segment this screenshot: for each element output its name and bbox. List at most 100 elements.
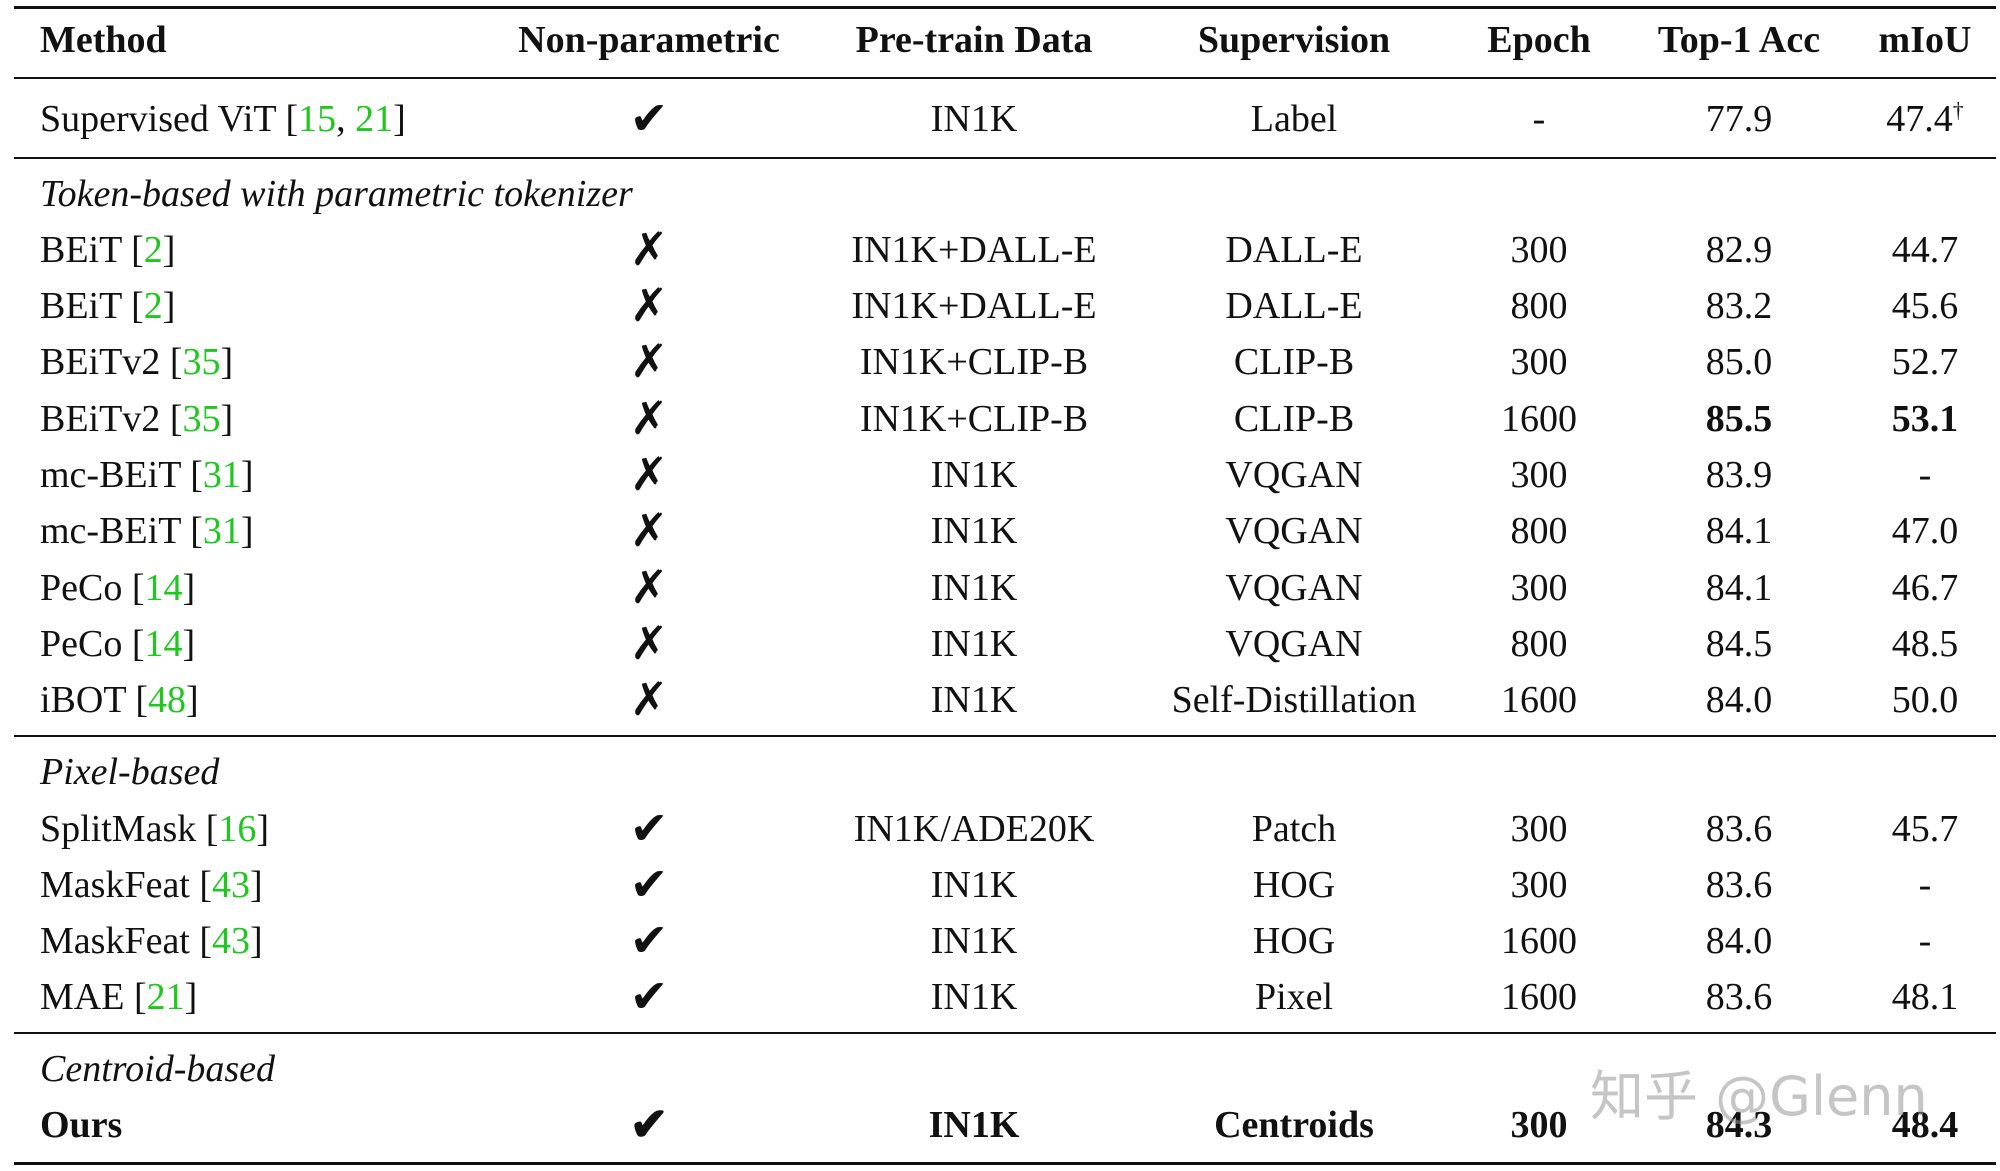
method-name: mc-BEiT [40, 510, 181, 552]
method-name: BEiT [40, 285, 122, 327]
supervision-cell: VQGAN [1225, 623, 1363, 665]
pretrain-data-cell: IN1K [930, 864, 1018, 906]
method-name: MAE [40, 976, 125, 1018]
table-row: MAE [21] ✔ IN1K Pixel 1600 83.6 48.1 [14, 969, 1996, 1025]
top1-cell: 83.2 [1705, 285, 1773, 327]
supervision-cell: Pixel [1254, 976, 1334, 1018]
method-name: PeCo [40, 623, 123, 665]
miou-cell: 48.4 [1891, 1104, 1959, 1146]
table-top-rule [14, 6, 1996, 9]
pretrain-data-cell: IN1K [930, 679, 1018, 721]
method-cell: Supervised ViT [15, 21] [40, 98, 406, 140]
pretrain-data-cell: IN1K [930, 623, 1018, 665]
top1-cell: 84.0 [1705, 679, 1773, 721]
method-cell: SplitMask [16] [40, 808, 270, 850]
epoch-cell: 300 [1510, 341, 1568, 383]
citation-link[interactable]: 15 [298, 98, 337, 140]
cross-icon: ✗ [629, 505, 669, 556]
cross-icon: ✗ [629, 562, 669, 613]
supervision-cell: DALL-E [1225, 285, 1363, 327]
supervision-cell: CLIP-B [1233, 341, 1355, 383]
citation-link[interactable]: 31 [202, 454, 241, 496]
checkmark-icon: ✔ [629, 1099, 669, 1150]
citation-link[interactable]: 43 [212, 920, 251, 962]
citation-link[interactable]: 16 [218, 808, 257, 850]
miou-cell: 45.7 [1891, 808, 1959, 850]
epoch-cell: 300 [1510, 864, 1568, 906]
table-row: mc-BEiT [31] ✗ IN1K VQGAN 300 83.9 - [14, 447, 1996, 503]
epoch-cell: 800 [1510, 510, 1568, 552]
method-cell: BEiTv2 [35] [40, 398, 234, 440]
method-cell: BEiT [2] [40, 285, 176, 327]
citation-link[interactable]: 43 [212, 864, 251, 906]
method-cell: BEiT [2] [40, 229, 176, 271]
method-cell: MAE [21] [40, 976, 198, 1018]
top1-cell: 84.0 [1705, 920, 1773, 962]
top1-cell: 82.9 [1705, 229, 1773, 271]
epoch-cell: 1600 [1501, 398, 1577, 440]
miou-cell: 50.0 [1891, 679, 1959, 721]
table-row: PeCo [14] ✗ IN1K VQGAN 300 84.1 46.7 [14, 560, 1996, 616]
pretrain-data-cell: IN1K [930, 510, 1018, 552]
top1-cell: 85.5 [1705, 398, 1773, 440]
miou-cell: 46.7 [1891, 567, 1959, 609]
method-name: BEiT [40, 229, 122, 271]
citation-link[interactable]: 21 [146, 976, 185, 1018]
miou-cell: 47.0 [1891, 510, 1959, 552]
header-method: Method [40, 19, 167, 61]
top1-cell: 83.6 [1705, 864, 1773, 906]
supervision-cell: VQGAN [1225, 510, 1363, 552]
method-cell: PeCo [14] [40, 623, 196, 665]
section-rule [14, 1032, 1996, 1034]
supervision-cell: VQGAN [1225, 567, 1363, 609]
epoch-cell: 300 [1510, 808, 1568, 850]
method-cell: Ours [40, 1097, 122, 1153]
top1-cell: 84.3 [1705, 1104, 1773, 1146]
miou-cell: 44.7 [1891, 229, 1959, 271]
checkmark-icon: ✔ [629, 971, 669, 1022]
table-row: SplitMask [16] ✔ IN1K/ADE20K Patch 300 83.6 45… [14, 801, 1996, 857]
miou-cell: 45.6 [1891, 285, 1959, 327]
method-cell: mc-BEiT [31] [40, 510, 254, 552]
cross-icon: ✗ [629, 224, 669, 275]
citation-link[interactable]: 14 [144, 567, 183, 609]
citation-link[interactable]: 21 [355, 98, 394, 140]
miou-value: 47.4 [1886, 98, 1953, 140]
citation-link[interactable]: 48 [148, 679, 187, 721]
epoch-cell: 300 [1510, 1104, 1568, 1146]
top1-cell: 84.1 [1705, 567, 1773, 609]
citation-link[interactable]: 2 [143, 285, 163, 327]
checkmark-icon: ✔ [629, 915, 669, 966]
epoch-cell: 800 [1510, 285, 1568, 327]
method-name: iBOT [40, 679, 126, 721]
citation-link[interactable]: 35 [182, 398, 221, 440]
citation-link[interactable]: 14 [144, 623, 183, 665]
header-miou: mIoU [1878, 19, 1972, 61]
supervision-cell: HOG [1252, 864, 1336, 906]
miou-cell: 53.1 [1891, 398, 1959, 440]
header-epoch: Epoch [1487, 19, 1591, 61]
epoch-cell: 1600 [1501, 679, 1577, 721]
epoch-cell: 300 [1510, 567, 1568, 609]
method-cell: MaskFeat [43] [40, 920, 263, 962]
table-row: mc-BEiT [31] ✗ IN1K VQGAN 800 84.1 47.0 [14, 503, 1996, 559]
method-name: MaskFeat [40, 920, 190, 962]
method-name: mc-BEiT [40, 454, 181, 496]
pretrain-data-cell: IN1K [930, 920, 1018, 962]
epoch-cell: - [1532, 98, 1546, 140]
method-name: Ours [40, 1104, 123, 1146]
epoch-cell: 1600 [1501, 976, 1577, 1018]
supervision-cell: HOG [1252, 920, 1336, 962]
supervision-cell: Label [1250, 98, 1338, 140]
supervision-cell: CLIP-B [1233, 398, 1355, 440]
cross-icon: ✗ [629, 449, 669, 500]
cross-icon: ✗ [629, 336, 669, 387]
top1-cell: 85.0 [1705, 341, 1773, 383]
citation-link[interactable]: 31 [202, 510, 241, 552]
supervision-cell: Patch [1251, 808, 1337, 850]
watermark: 知乎 @Glenn [1590, 1065, 1928, 1128]
supervision-cell: Self-Distillation [1171, 679, 1417, 721]
cross-icon: ✗ [629, 674, 669, 725]
citation-link[interactable]: 35 [182, 341, 221, 383]
citation-link[interactable]: 2 [143, 229, 163, 271]
